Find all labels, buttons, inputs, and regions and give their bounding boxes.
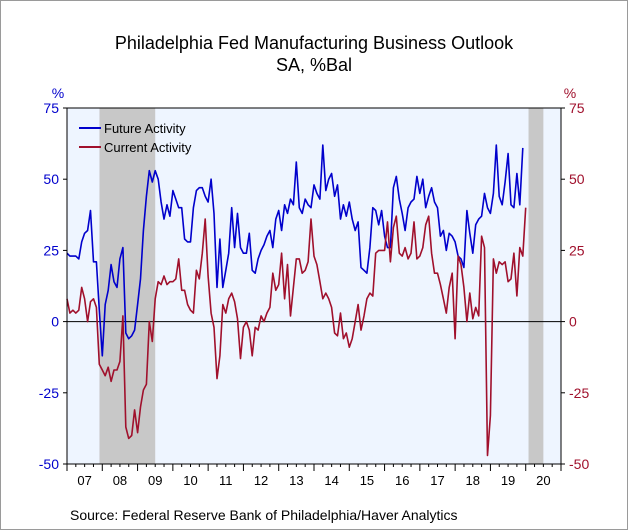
x-tick-label: 16 [395, 473, 409, 488]
series-line-current-activity [66, 207, 527, 457]
left-y-tick-label: -50 [39, 456, 59, 472]
right-y-tick-label: -25 [569, 385, 589, 401]
series-lines [66, 144, 527, 457]
recession-band-0 [99, 108, 156, 464]
right-y-tick-label: 0 [569, 314, 577, 330]
x-tick-label: 19 [501, 473, 515, 488]
x-tick-label: 15 [360, 473, 374, 488]
left-y-tick-label: -25 [39, 385, 59, 401]
right-y-tick-label: -50 [569, 456, 589, 472]
source-note: Source: Federal Reserve Bank of Philadel… [70, 507, 458, 523]
left-y-tick-label: 75 [43, 100, 59, 116]
x-tick-label: 14 [324, 473, 338, 488]
right-axis-unit-label: % [564, 85, 576, 101]
left-y-tick-label: 50 [43, 171, 59, 187]
legend-label-current-activity: Current Activity [104, 140, 192, 155]
series-line-future-activity [66, 144, 524, 357]
x-tick-label: 10 [183, 473, 197, 488]
x-tick-label: 07 [77, 473, 91, 488]
right-y-tick-label: 25 [569, 242, 585, 258]
x-tick-label: 20 [536, 473, 550, 488]
right-y-tick-label: 75 [569, 100, 585, 116]
chart-title: Philadelphia Fed Manufacturing Business … [115, 33, 514, 53]
left-y-tick-label: 25 [43, 242, 59, 258]
x-tick-label: 11 [219, 473, 233, 488]
axes: 75 75 50 50 25 25 0 0 -25 -25 -50 -50 07 08 09 10 11 12 13… [39, 100, 590, 488]
x-tick-label: 17 [430, 473, 444, 488]
recession-band-1 [528, 108, 544, 464]
legend: Future Activity Current Activity [79, 121, 192, 155]
x-tick-label: 09 [148, 473, 162, 488]
left-y-tick-label: 0 [51, 314, 59, 330]
x-tick-label: 13 [289, 473, 303, 488]
legend-label-future-activity: Future Activity [104, 121, 186, 136]
left-axis-unit-label: % [52, 85, 64, 101]
x-tick-label: 12 [254, 473, 268, 488]
right-y-tick-label: 50 [569, 171, 585, 187]
x-tick-label: 08 [113, 473, 127, 488]
x-tick-label: 18 [466, 473, 480, 488]
chart-subtitle: SA, %Bal [276, 55, 352, 75]
